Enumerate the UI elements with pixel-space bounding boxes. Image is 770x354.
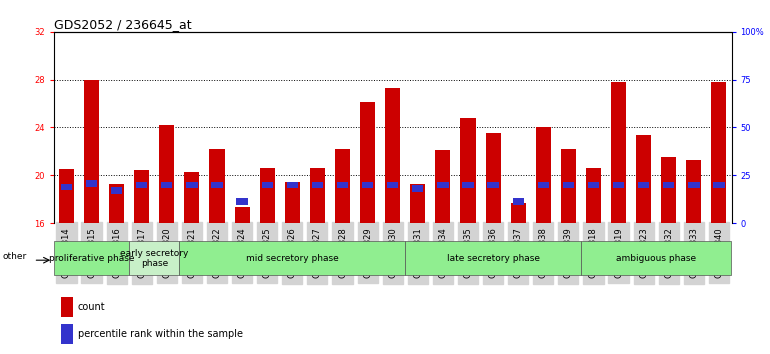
Bar — [405, 241, 581, 275]
Bar — [262, 182, 273, 188]
Bar — [61, 324, 73, 344]
Bar — [136, 182, 147, 188]
Bar — [310, 168, 325, 223]
Bar — [581, 241, 732, 275]
Bar — [109, 184, 124, 223]
Text: percentile rank within the sample: percentile rank within the sample — [78, 329, 243, 339]
Bar — [412, 185, 424, 192]
Bar — [513, 198, 524, 205]
Bar — [86, 180, 97, 187]
Bar — [186, 182, 198, 188]
Bar — [259, 168, 275, 223]
Bar — [212, 182, 223, 188]
Bar — [586, 168, 601, 223]
Bar — [611, 82, 626, 223]
Bar — [688, 182, 699, 188]
Bar — [161, 182, 172, 188]
Bar — [179, 241, 405, 275]
Bar — [511, 203, 526, 223]
Bar — [385, 88, 400, 223]
Bar — [686, 160, 701, 223]
Bar — [312, 182, 323, 188]
Bar — [460, 118, 476, 223]
Text: late secretory phase: late secretory phase — [447, 254, 540, 263]
Text: proliferative phase: proliferative phase — [49, 254, 134, 263]
Text: count: count — [78, 302, 105, 312]
Bar — [536, 127, 551, 223]
Bar — [537, 182, 549, 188]
Bar — [638, 182, 649, 188]
Bar — [59, 169, 74, 223]
Bar — [84, 80, 99, 223]
Bar — [613, 182, 624, 188]
Bar — [711, 82, 726, 223]
Text: ambiguous phase: ambiguous phase — [616, 254, 696, 263]
Bar — [129, 241, 179, 275]
Bar — [486, 133, 500, 223]
Bar — [487, 182, 499, 188]
Bar — [435, 150, 450, 223]
Bar — [636, 135, 651, 223]
Bar — [209, 149, 225, 223]
Bar — [286, 182, 298, 188]
Bar — [335, 149, 350, 223]
Bar — [54, 241, 129, 275]
Bar — [362, 182, 373, 188]
Bar — [184, 172, 199, 223]
Text: early secretory
phase: early secretory phase — [120, 249, 189, 268]
Bar — [410, 184, 425, 223]
Bar — [462, 182, 474, 188]
Bar — [111, 188, 122, 194]
Bar — [713, 182, 725, 188]
Bar — [159, 125, 174, 223]
Bar — [387, 182, 398, 188]
Bar — [588, 182, 599, 188]
Bar — [360, 102, 375, 223]
Bar — [61, 297, 73, 317]
Bar — [61, 184, 72, 190]
Bar — [563, 182, 574, 188]
Bar — [236, 198, 248, 205]
Bar — [661, 157, 676, 223]
Bar — [285, 182, 300, 223]
Text: GDS2052 / 236645_at: GDS2052 / 236645_at — [54, 18, 192, 31]
Text: mid secretory phase: mid secretory phase — [246, 254, 339, 263]
Bar — [235, 207, 249, 223]
Text: other: other — [3, 252, 27, 261]
Bar — [561, 149, 576, 223]
Bar — [134, 171, 149, 223]
Bar — [336, 182, 348, 188]
Bar — [663, 182, 675, 188]
Bar — [437, 182, 449, 188]
